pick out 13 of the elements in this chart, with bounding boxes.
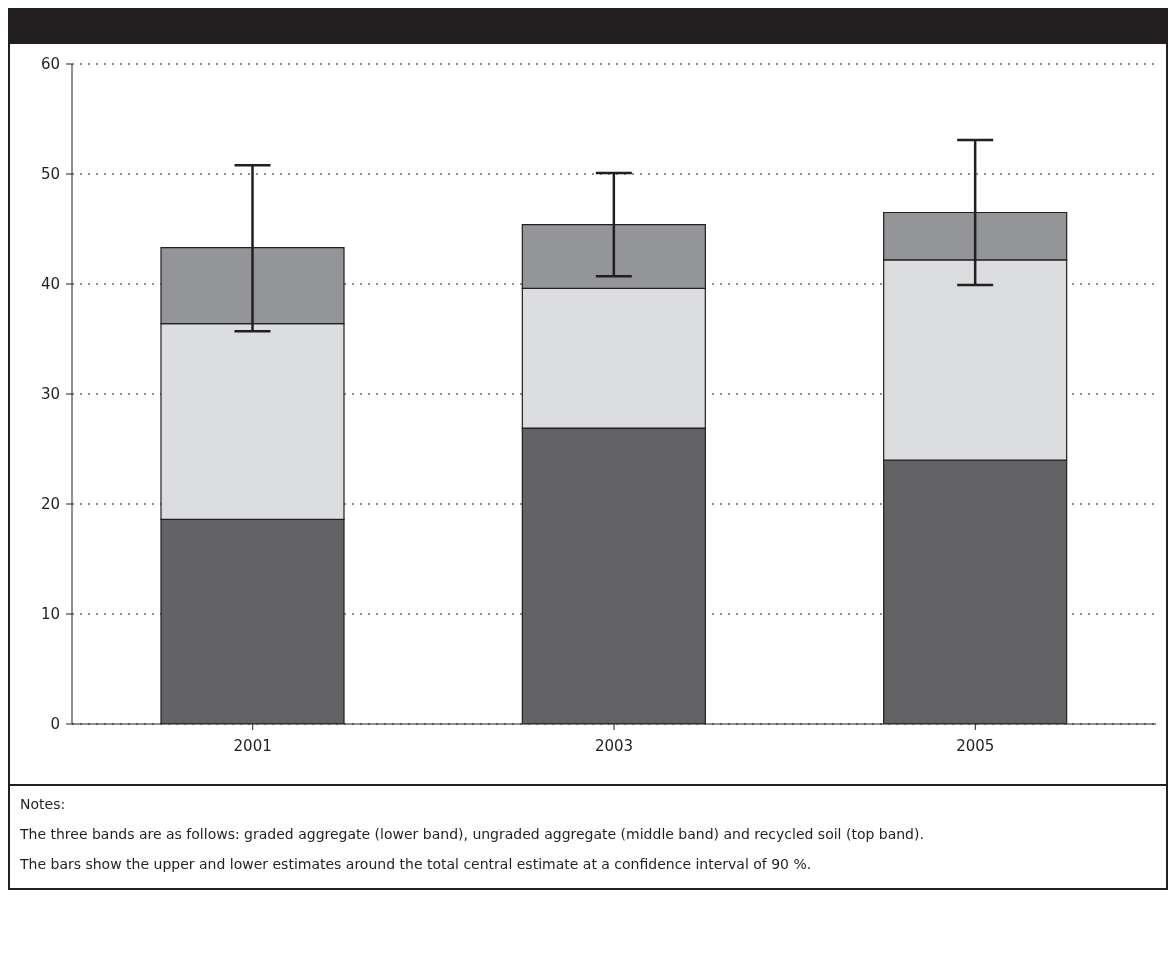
y-tick-label: 30 (40, 385, 60, 404)
x-tick-label: 2003 (594, 736, 634, 755)
text: The bars show the upper and lower estimates around the total central estimate at a confidence interval of 90 %. (20, 855, 813, 874)
text: The three bands are as follows: graded aggregate (lower band), ungraded aggregate (middle band) and recycled soil (top band). (20, 825, 925, 844)
y-tick-label: 50 (40, 165, 60, 184)
y-tick-label: 40 (40, 275, 60, 294)
x-tick-label: 2005 (956, 736, 995, 755)
x-tick-label: 2001 (233, 736, 272, 755)
y-tick-label: 10 (40, 605, 60, 624)
y-tick-label: 0 (50, 715, 60, 734)
y-tick-label: 60 (40, 55, 60, 74)
y-tick-label: 20 (40, 495, 60, 514)
text: Notes: (20, 795, 67, 814)
